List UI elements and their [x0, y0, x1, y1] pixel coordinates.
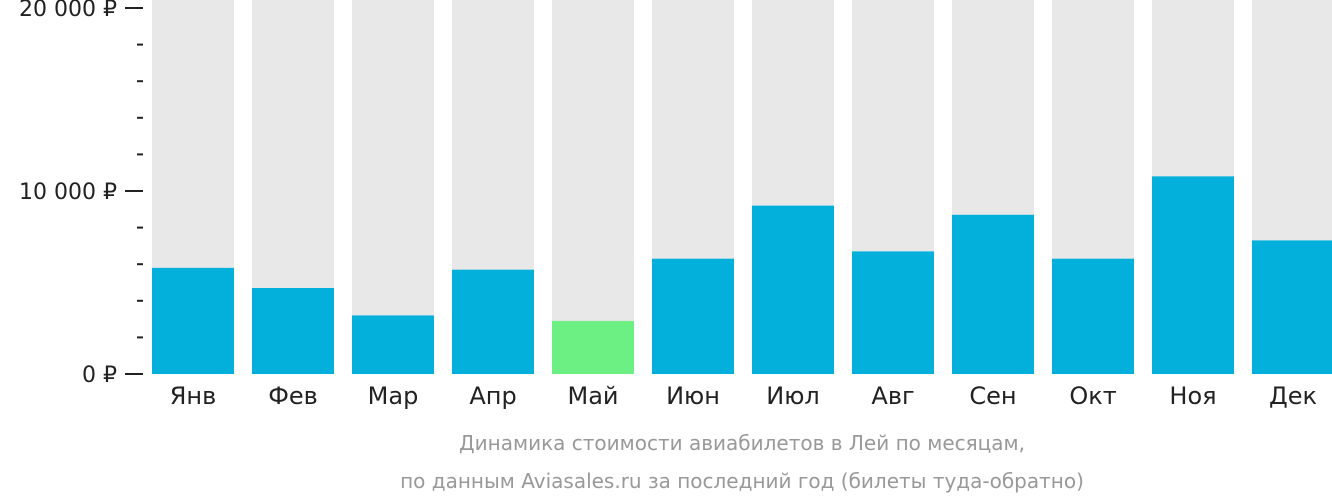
bar-9[interactable] — [952, 214, 1034, 374]
bar-8[interactable] — [852, 251, 934, 374]
x-tick-label: Фев — [268, 382, 318, 410]
x-tick-label: Дек — [1269, 382, 1317, 410]
bar-7[interactable] — [752, 205, 834, 374]
bars — [152, 176, 1332, 374]
bar-11[interactable] — [1152, 176, 1234, 374]
bar-10[interactable] — [1052, 258, 1134, 374]
bar-12[interactable] — [1252, 240, 1332, 374]
bar-2[interactable] — [252, 287, 334, 374]
bar-4[interactable] — [452, 269, 534, 374]
x-tick-label: Ноя — [1169, 382, 1216, 410]
y-tick-label: 20 000 ₽ — [19, 0, 117, 22]
y-tick-label: 0 ₽ — [82, 363, 117, 388]
y-tick-label: 10 000 ₽ — [19, 180, 117, 205]
x-tick-label: Июл — [766, 382, 820, 410]
caption-line-2: по данным Aviasales.ru за последний год … — [400, 469, 1084, 493]
x-tick-label: Июн — [666, 382, 720, 410]
x-axis: Янв Фев Мар Апр Май Июн Июл Авг Сен Окт Ноя Дек — [170, 382, 1317, 410]
bar-track-5 — [552, 0, 634, 374]
bar-track-3 — [352, 0, 434, 374]
x-tick-label: Сен — [969, 382, 1016, 410]
y-axis: 0 ₽ 10 000 ₽ 20 000 ₽ — [19, 0, 143, 388]
bar-6[interactable] — [652, 258, 734, 374]
chart-caption: Динамика стоимости авиабилетов в Лей по … — [400, 431, 1084, 493]
x-tick-label: Окт — [1069, 382, 1116, 410]
caption-line-1: Динамика стоимости авиабилетов в Лей по … — [459, 431, 1025, 455]
x-tick-label: Апр — [469, 382, 516, 410]
x-tick-label: Май — [567, 382, 618, 410]
bar-3[interactable] — [352, 315, 434, 374]
x-tick-label: Янв — [170, 382, 217, 410]
bar-1[interactable] — [152, 267, 234, 374]
x-tick-label: Мар — [368, 382, 419, 410]
x-tick-label: Авг — [871, 382, 914, 410]
bar-5[interactable] — [552, 320, 634, 374]
